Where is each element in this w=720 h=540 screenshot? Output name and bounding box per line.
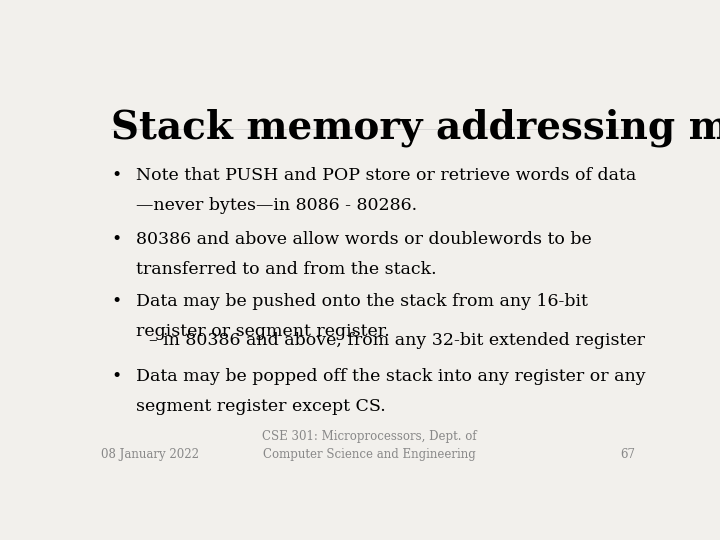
Text: CSE 301: Microprocessors, Dept. of
Computer Science and Engineering: CSE 301: Microprocessors, Dept. of Compu…	[261, 430, 477, 461]
Text: —never bytes—in 8086 - 80286.: —never bytes—in 8086 - 80286.	[136, 197, 417, 214]
Text: •: •	[111, 167, 122, 184]
Text: Data may be popped off the stack into any register or any: Data may be popped off the stack into an…	[136, 368, 645, 386]
Text: 08 January 2022: 08 January 2022	[101, 448, 199, 461]
Text: •: •	[111, 231, 122, 248]
Text: Stack memory addressing modes: Stack memory addressing modes	[111, 109, 720, 147]
Text: segment register except CS.: segment register except CS.	[136, 399, 385, 415]
Text: •: •	[111, 368, 122, 386]
Text: •: •	[111, 293, 122, 309]
Text: 80386 and above allow words or doublewords to be: 80386 and above allow words or doublewor…	[136, 231, 592, 248]
Text: Note that PUSH and POP store or retrieve words of data: Note that PUSH and POP store or retrieve…	[136, 167, 636, 184]
Text: – in 80386 and above, from any 32-bit extended register: – in 80386 and above, from any 32-bit ex…	[148, 332, 644, 349]
Text: register or segment register.: register or segment register.	[136, 322, 390, 340]
Text: transferred to and from the stack.: transferred to and from the stack.	[136, 261, 436, 278]
Text: 67: 67	[621, 448, 636, 461]
Text: Data may be pushed onto the stack from any 16-bit: Data may be pushed onto the stack from a…	[136, 293, 588, 309]
